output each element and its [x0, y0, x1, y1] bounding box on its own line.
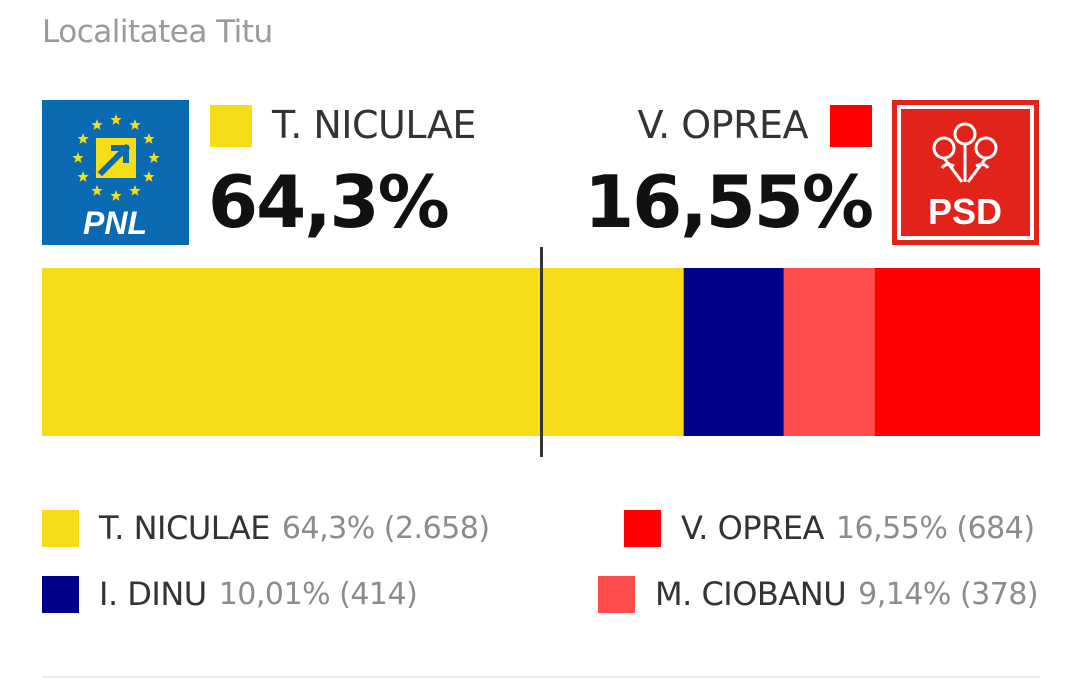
legend-value: 9,14% (378)	[858, 576, 1039, 612]
bar-segment-v-oprea	[874, 268, 1040, 436]
legend-name: T. NICULAE	[99, 509, 270, 547]
legend-name: V. OPREA	[681, 509, 824, 547]
legend-item-niculae: T. NICULAE 64,3% (2.658)	[42, 508, 490, 548]
legend-item-oprea: V. OPREA 16,55% (684)	[624, 508, 1035, 548]
locality-title: Localitatea Titu	[42, 14, 273, 50]
pnl-star-icon	[72, 152, 84, 163]
pnl-star-icon	[77, 171, 89, 182]
pnl-star-icon	[143, 171, 155, 182]
leader-right-name: V. OPREA	[637, 103, 809, 147]
legend-value: 16,55% (684)	[835, 510, 1035, 546]
bar-segment-t-niculae	[42, 268, 685, 436]
pnl-star-icon	[110, 114, 122, 125]
legend-swatch	[598, 575, 635, 613]
majority-marker-line	[540, 247, 543, 457]
pnl-logo: PNL	[42, 100, 189, 245]
leader-right-swatch	[830, 105, 872, 147]
legend-item-dinu: I. DINU 10,01% (414)	[42, 574, 418, 614]
results-bar-chart	[42, 268, 1040, 436]
leader-left-swatch	[210, 105, 252, 147]
legend-name: M. CIOBANU	[655, 575, 847, 613]
bottom-divider	[42, 676, 1040, 678]
legend-item-ciobanu: M. CIOBANU 9,14% (378)	[598, 574, 1039, 614]
pnl-star-icon	[129, 184, 141, 196]
pnl-logo-text: PNL	[83, 205, 147, 241]
pnl-star-icon	[148, 152, 160, 163]
leader-left-pct: 64,3%	[208, 160, 450, 244]
pnl-star-icon	[143, 133, 155, 144]
bar-segment-m-ciobanu	[783, 268, 876, 436]
leader-left-name: T. NICULAE	[272, 103, 476, 147]
psd-logo: PSD	[892, 100, 1039, 245]
pnl-star-icon	[91, 119, 103, 130]
pnl-star-icon	[77, 133, 89, 144]
psd-logo-roses-icon: PSD	[897, 105, 1034, 240]
legend-value: 10,01% (414)	[218, 576, 418, 612]
legend-value: 64,3% (2.658)	[281, 510, 490, 546]
pnl-star-icon	[91, 184, 103, 196]
leader-right-pct: 16,55%	[584, 160, 874, 244]
legend-swatch	[42, 509, 79, 547]
legend-swatch	[624, 509, 661, 547]
legend-swatch	[42, 575, 79, 613]
results-bar-svg	[42, 268, 1040, 436]
pnl-star-icon	[110, 190, 122, 201]
pnl-star-icon	[129, 119, 141, 130]
pnl-logo-stars-arrow-icon: PNL	[72, 114, 160, 241]
legend-name: I. DINU	[99, 575, 207, 613]
bar-segment-i-dinu	[683, 268, 785, 436]
psd-logo-text: PSD	[928, 191, 1002, 232]
